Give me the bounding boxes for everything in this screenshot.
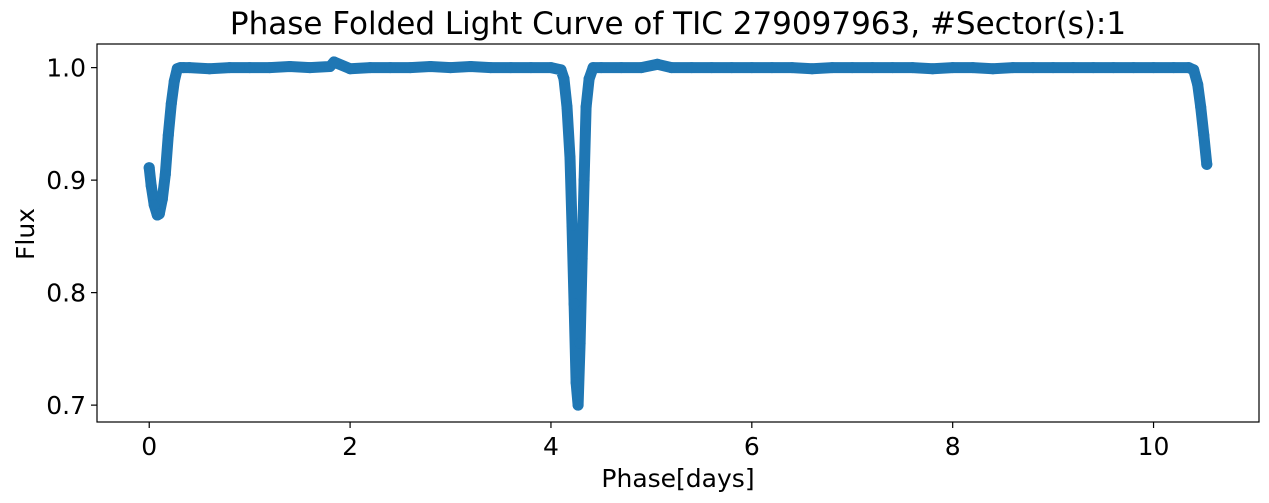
data-point [706,62,718,74]
data-point [1168,62,1180,74]
data-point [328,56,340,68]
data-point [485,62,497,74]
data-point [561,101,573,113]
data-point [1128,62,1139,74]
data-point [1027,62,1039,74]
data-point [666,62,677,74]
data-point [907,62,918,74]
data-point [1188,64,1200,76]
data-point [846,62,858,74]
data-point [165,98,177,110]
data-point [364,62,376,74]
data-point [525,62,537,74]
data-point [465,61,477,72]
y-tick-label: 0.7 [46,391,86,420]
data-point [766,62,778,74]
data-point [445,62,456,74]
x-tick-label: 6 [744,432,760,461]
data-point [574,337,586,349]
data-point [1148,62,1159,74]
data-point [947,62,959,74]
data-point [545,62,557,74]
data-point [967,62,979,74]
data-point [162,129,174,141]
x-axis-label: Phase[days] [601,464,754,493]
data-point [156,193,168,205]
data-point [578,174,590,186]
data-point [145,180,157,192]
plot-frame [96,43,1260,423]
data-point [1087,62,1099,74]
data-point [424,61,436,72]
data-point [786,62,798,74]
data-point [344,63,356,75]
data-point [143,162,155,174]
x-tick-label: 10 [1138,432,1170,461]
x-axis: 0 2 4 6 8 10 [141,422,1169,461]
data-point [159,169,171,180]
data-point [886,62,898,74]
data-point [384,62,396,74]
x-tick-label: 0 [141,432,157,461]
data-point [927,63,939,75]
data-point [204,63,215,75]
y-axis: 0.7 0.8 0.9 1.0 [46,54,97,420]
data-point [564,152,576,164]
y-axis-label: Flux [11,208,40,260]
data-point [580,101,592,113]
x-tick-label: 8 [945,432,961,461]
data-point [746,62,758,74]
data-point [555,64,567,76]
data-point [686,62,698,74]
data-point [826,62,838,74]
data-point [987,63,999,75]
data-point [284,61,296,72]
data-point [651,58,663,70]
data-point [224,62,236,74]
data-point [566,219,578,231]
data-point [183,62,195,74]
data-point [404,62,416,74]
y-tick-label: 0.9 [46,166,86,195]
x-tick-label: 4 [543,432,559,461]
data-point [1201,158,1213,170]
x-tick-label: 2 [342,432,358,461]
light-curve-band [143,56,1213,411]
chart-title: Phase Folded Light Curve of TIC 27909796… [230,6,1126,42]
data-point [505,62,517,74]
data-point [153,208,165,220]
data-point [168,75,180,87]
data-point [587,62,599,74]
data-point [576,253,588,265]
data-point [1007,62,1019,74]
data-point [726,62,738,74]
data-point [304,62,316,74]
data-point [1067,62,1079,74]
data-point [1198,129,1210,141]
data-point [635,62,647,74]
data-point [806,63,818,75]
data-point [583,73,595,85]
y-tick-label: 0.8 [46,279,86,308]
data-point [1107,62,1119,74]
y-tick-label: 1.0 [46,54,86,83]
data-point [866,62,878,74]
data-point [595,62,607,74]
data-point [244,62,256,74]
data-point [558,73,570,85]
data-point [572,399,584,411]
data-point [1047,62,1059,74]
data-point [615,62,627,74]
data-point [148,199,160,211]
data-point [570,377,582,389]
data-point [1195,101,1207,113]
data-point [568,298,580,310]
data-points [143,56,1213,411]
data-point [1192,79,1204,90]
data-point [264,62,276,74]
